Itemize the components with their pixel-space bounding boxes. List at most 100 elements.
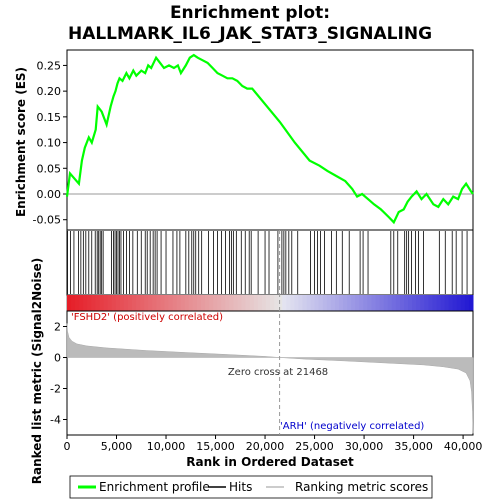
colorbar-segment bbox=[205, 295, 210, 311]
colorbar-segment bbox=[233, 295, 239, 311]
rank-xtick-label: 5,000 bbox=[101, 440, 133, 453]
legend-box bbox=[69, 475, 433, 499]
colorbar-segment bbox=[302, 295, 308, 311]
chart-title-line1: Enrichment plot: bbox=[170, 3, 330, 23]
metric-ytick-label: 2 bbox=[54, 321, 61, 334]
metric-axis-label: Ranked list metric (Signal2Noise) bbox=[30, 258, 44, 485]
colorbar-segment bbox=[383, 295, 389, 311]
es-axis-label: Enrichment score (ES) bbox=[14, 67, 28, 217]
colorbar-segment bbox=[322, 295, 328, 311]
colorbar-segment bbox=[334, 295, 340, 311]
colorbar-segment bbox=[351, 295, 356, 311]
es-ytick-label: -0.05 bbox=[33, 214, 61, 227]
colorbar-segment bbox=[448, 295, 454, 311]
colorbar-segment bbox=[420, 295, 425, 311]
ranking-metric-area bbox=[66, 323, 474, 434]
colorbar-segment bbox=[274, 295, 279, 311]
colorbar-segment bbox=[176, 295, 182, 311]
rank-xtick-label: 0 bbox=[64, 440, 71, 453]
es-ytick-label: 0.10 bbox=[37, 137, 62, 150]
legend-label-enrichment: Enrichment profile bbox=[99, 480, 210, 494]
rank-axis-label: Rank in Ordered Dataset bbox=[186, 455, 354, 469]
colorbar-segment bbox=[192, 295, 198, 311]
colorbar-segment bbox=[391, 295, 397, 311]
colorbar-segment bbox=[253, 295, 259, 311]
colorbar-segment bbox=[209, 295, 214, 311]
colorbar-segment bbox=[456, 295, 462, 311]
es-ytick-label: 0.15 bbox=[37, 111, 62, 124]
colorbar-segment bbox=[237, 295, 243, 311]
colorbar-segment bbox=[432, 295, 437, 311]
colorbar-segment bbox=[379, 295, 385, 311]
colorbar-segment bbox=[217, 295, 222, 311]
rank-xtick-label: 15,000 bbox=[196, 440, 235, 453]
colorbar-segment bbox=[282, 295, 287, 311]
metric-ytick-label: 0 bbox=[54, 352, 61, 365]
colorbar-segment bbox=[225, 295, 230, 311]
colorbar-segment bbox=[200, 295, 206, 311]
colorbar-segment bbox=[196, 295, 202, 311]
colorbar-segment bbox=[318, 295, 324, 311]
colorbar-segment bbox=[347, 295, 352, 311]
colorbar-segment bbox=[249, 295, 255, 311]
rank-xtick-label: 40,000 bbox=[444, 440, 483, 453]
colorbar-segment bbox=[261, 295, 267, 311]
colorbar-segment bbox=[367, 295, 372, 311]
metric-ytick-label: -2 bbox=[50, 383, 61, 396]
colorbar-segment bbox=[131, 295, 137, 311]
colorbar-segment bbox=[371, 295, 377, 311]
colorbar-segment bbox=[99, 295, 105, 311]
es-ytick-label: 0.05 bbox=[37, 162, 62, 175]
es-ytick-label: 0.25 bbox=[37, 59, 62, 72]
enrichment-profile-line bbox=[65, 53, 474, 225]
colorbar-segment bbox=[310, 295, 316, 311]
colorbar-segment bbox=[339, 295, 344, 311]
colorbar-segment bbox=[395, 295, 401, 311]
colorbar-segment bbox=[95, 295, 100, 311]
colorbar-segment bbox=[172, 295, 178, 311]
colorbar-segment bbox=[452, 295, 458, 311]
colorbar-segment bbox=[326, 295, 332, 311]
colorbar-segment bbox=[387, 295, 393, 311]
rank-xtick-label: 20,000 bbox=[246, 440, 285, 453]
colorbar-segment bbox=[245, 295, 251, 311]
metric-ytick-label: -4 bbox=[50, 414, 61, 427]
colorbar-segment bbox=[83, 295, 88, 311]
colorbar-segment bbox=[119, 295, 125, 311]
colorbar-segment bbox=[412, 295, 417, 311]
rank-xtick-label: 25,000 bbox=[295, 440, 334, 453]
es-ytick-label: 0.20 bbox=[37, 85, 62, 98]
colorbar-segment bbox=[314, 295, 320, 311]
rank-xtick-label: 30,000 bbox=[345, 440, 384, 453]
colorbar-segment bbox=[188, 295, 194, 311]
colorbar-segment bbox=[436, 295, 442, 311]
colorbar-segment bbox=[270, 295, 275, 311]
colorbar-segment bbox=[140, 295, 145, 311]
legend: Enrichment profile Hits Ranking metric s… bbox=[69, 475, 433, 499]
colorbar-segment bbox=[144, 295, 149, 311]
colorbar-segment bbox=[408, 295, 413, 311]
colorbar-segment bbox=[444, 295, 450, 311]
colorbar-segment bbox=[148, 295, 153, 311]
chart-title-line2: HALLMARK_IL6_JAK_STAT3_SIGNALING bbox=[68, 24, 432, 44]
colorbar-segment bbox=[416, 295, 421, 311]
colorbar-segment bbox=[184, 295, 190, 311]
colorbar-segment bbox=[286, 295, 291, 311]
colorbar-segment bbox=[107, 295, 113, 311]
colorbar-segment bbox=[375, 295, 381, 311]
colorbar-segment bbox=[152, 295, 157, 311]
colorbar-segment bbox=[306, 295, 312, 311]
positive-class-label: 'FSHD2' (positively correlated) bbox=[71, 312, 223, 323]
colorbar-segment bbox=[257, 295, 263, 311]
colorbar-segment bbox=[278, 295, 283, 311]
colorbar-segment bbox=[91, 295, 96, 311]
colorbar-segment bbox=[399, 295, 405, 311]
negative-class-label: 'ARH' (negatively correlated) bbox=[280, 421, 424, 432]
es-ytick-label: 0.00 bbox=[37, 188, 62, 201]
colorbar-segment bbox=[330, 295, 336, 311]
colorbar-segment bbox=[156, 295, 161, 311]
colorbar-segment bbox=[403, 295, 409, 311]
colorbar-segment bbox=[180, 295, 186, 311]
colorbar-segment bbox=[298, 295, 303, 311]
